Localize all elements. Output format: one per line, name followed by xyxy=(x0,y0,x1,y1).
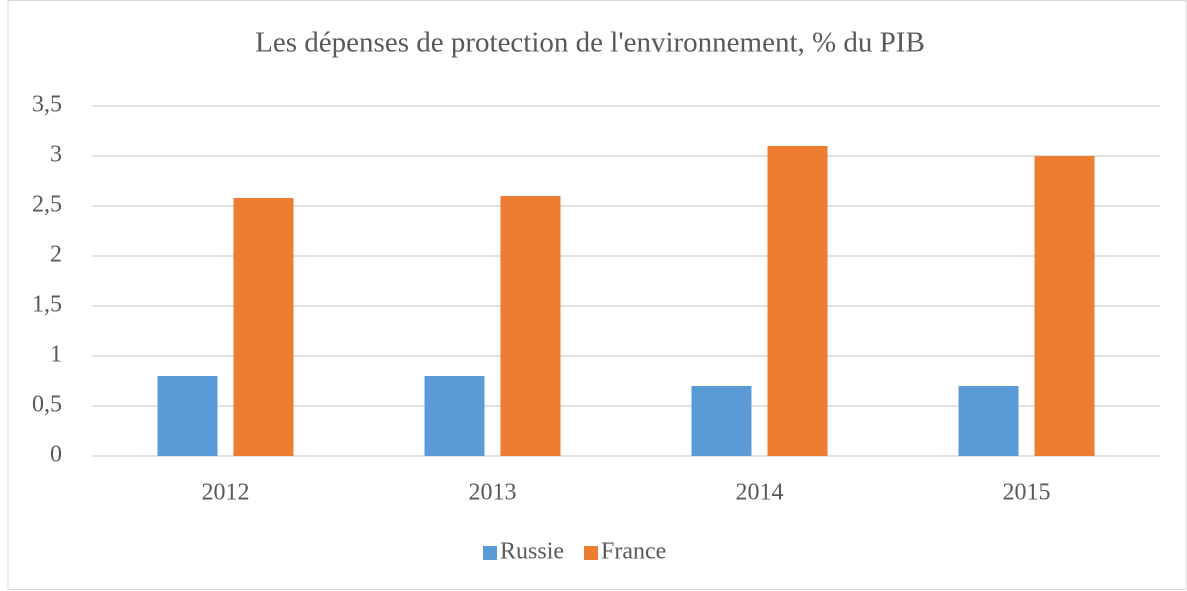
bar xyxy=(691,386,752,456)
bar xyxy=(958,386,1019,456)
bar xyxy=(1034,156,1095,456)
legend-swatch xyxy=(584,546,599,560)
legend-label: France xyxy=(601,539,666,565)
y-tick-label: 3,5 xyxy=(32,92,62,118)
chart-frame xyxy=(7,0,1187,590)
y-tick-label: 1,5 xyxy=(32,292,62,318)
legend-label: Russie xyxy=(500,539,564,565)
x-tick-label: 2012 xyxy=(202,480,250,506)
x-tick-label: 2015 xyxy=(1003,480,1051,506)
bar xyxy=(233,198,294,456)
chart-title: Les dépenses de protection de l'environn… xyxy=(255,27,925,59)
bar xyxy=(424,376,485,456)
bar xyxy=(157,376,218,456)
y-tick-label: 1 xyxy=(50,342,62,368)
x-tick-label: 2014 xyxy=(736,480,784,506)
legend-swatch xyxy=(483,546,497,560)
y-tick-label: 3 xyxy=(50,142,62,168)
bar xyxy=(767,146,828,456)
bar xyxy=(500,196,561,456)
x-tick-label: 2013 xyxy=(469,480,517,506)
y-tick-label: 2 xyxy=(50,242,62,268)
y-tick-label: 2,5 xyxy=(32,192,62,218)
y-tick-label: 0,5 xyxy=(32,392,62,418)
y-tick-label: 0 xyxy=(50,442,62,468)
